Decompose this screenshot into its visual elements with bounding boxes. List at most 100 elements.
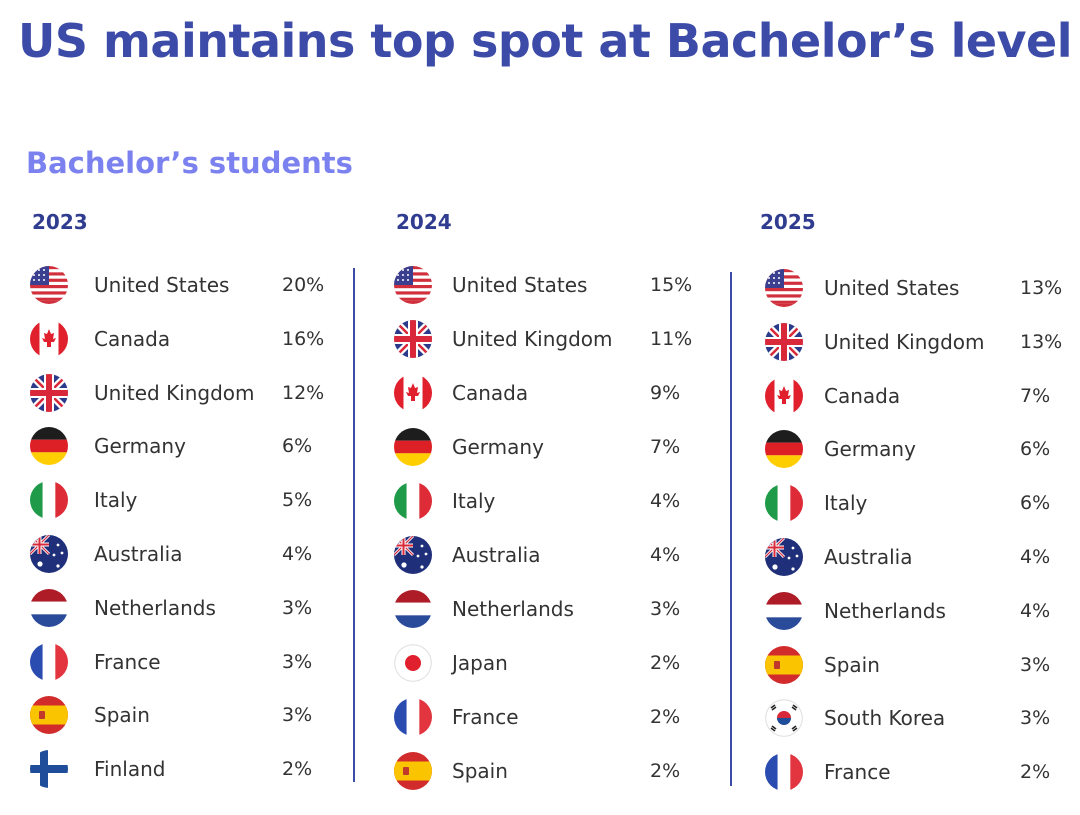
ranking-row: Spain 2% [394, 752, 710, 792]
country-label: Italy [824, 491, 868, 516]
germany-flag-icon [30, 427, 68, 466]
country-label: Netherlands [452, 597, 574, 621]
ranking-row: Australia 4% [394, 536, 710, 576]
country-label: United Kingdom [824, 329, 985, 354]
percent-value: 16% [282, 327, 325, 350]
page-title: US maintains top spot at Bachelor’s leve… [18, 14, 1073, 68]
spain-flag-icon [765, 645, 803, 684]
percent-value: 6% [282, 435, 313, 458]
percent-value: 3% [282, 704, 313, 727]
spain-flag-icon [394, 752, 432, 790]
canada-flag-icon [30, 319, 68, 358]
year-header-2024: 2024 [396, 210, 452, 234]
netherlands-flag-icon [394, 590, 432, 628]
column-divider [730, 272, 732, 786]
uk-flag-icon [30, 373, 68, 412]
percent-value: 7% [650, 436, 681, 458]
france-flag-icon [394, 698, 432, 736]
country-label: Australia [94, 542, 183, 566]
country-label: Italy [94, 488, 138, 513]
netherlands-flag-icon [765, 591, 803, 630]
ranking-row: Netherlands 3% [30, 588, 342, 629]
country-label: United States [94, 273, 230, 297]
percent-value: 12% [282, 381, 325, 404]
ranking-row: Italy 4% [394, 482, 710, 522]
ranking-row: United Kingdom 11% [394, 320, 710, 360]
ranking-row: Canada 9% [394, 374, 710, 414]
percent-value: 4% [1020, 599, 1051, 622]
ranking-row: Germany 6% [765, 430, 1080, 470]
france-flag-icon [30, 642, 68, 681]
percent-value: 20% [282, 274, 325, 296]
australia-flag-icon [765, 538, 803, 576]
ranking-row: United Kingdom 13% [765, 322, 1080, 363]
us-flag-icon [30, 266, 68, 304]
country-label: Canada [94, 326, 171, 351]
percent-value: 13% [1020, 330, 1063, 353]
country-label: Australia [824, 545, 913, 569]
ranking-row: Italy 6% [765, 484, 1080, 524]
ranking-row: Netherlands 4% [765, 591, 1080, 632]
finland-flag-icon [30, 750, 68, 789]
ranking-row: Spain 3% [765, 645, 1080, 686]
percent-value: 4% [1020, 546, 1051, 568]
percent-value: 13% [1020, 277, 1063, 299]
ranking-row: Finland 2% [30, 750, 342, 790]
canada-flag-icon [765, 376, 803, 415]
uk-flag-icon [765, 322, 803, 361]
ranking-row: Australia 4% [30, 535, 342, 575]
percent-value: 4% [282, 543, 313, 565]
ranking-row: Netherlands 3% [394, 590, 710, 630]
percent-value: 15% [650, 274, 693, 296]
percent-value: 2% [282, 758, 313, 781]
uk-flag-icon [394, 320, 432, 358]
percent-value: 4% [650, 544, 681, 566]
ranking-row: Japan 2% [394, 644, 710, 684]
ranking-row: Italy 5% [30, 481, 342, 521]
year-header-2025: 2025 [760, 210, 816, 234]
ranking-row: Canada 7% [765, 376, 1080, 417]
italy-flag-icon [765, 484, 803, 523]
percent-value: 7% [1020, 384, 1051, 407]
country-label: Germany [452, 435, 544, 459]
ranking-row: United States 20% [30, 266, 342, 306]
percent-value: 2% [650, 760, 681, 782]
percent-value: 3% [282, 650, 313, 673]
ranking-row: Australia 4% [765, 538, 1080, 578]
country-label: Germany [824, 437, 916, 462]
australia-flag-icon [30, 535, 68, 573]
percent-value: 6% [1020, 438, 1051, 461]
country-label: Spain [452, 759, 508, 783]
ranking-row: United States 15% [394, 266, 710, 306]
year-header-2023: 2023 [32, 210, 88, 234]
germany-flag-icon [765, 430, 803, 469]
percent-value: 9% [650, 382, 681, 404]
ranking-row: France 2% [765, 753, 1080, 793]
country-label: United States [452, 273, 588, 297]
country-label: Canada [452, 381, 529, 405]
percent-value: 2% [650, 706, 681, 728]
australia-flag-icon [394, 536, 432, 574]
france-flag-icon [765, 753, 803, 792]
ranking-row: Canada 16% [30, 319, 342, 360]
us-flag-icon [394, 266, 432, 304]
country-label: Canada [824, 383, 901, 408]
country-label: France [452, 705, 519, 729]
percent-value: 2% [650, 652, 681, 674]
spain-flag-icon [30, 696, 68, 735]
country-label: France [824, 760, 891, 785]
country-label: United Kingdom [452, 327, 613, 351]
percent-value: 5% [282, 489, 313, 512]
country-label: Spain [94, 703, 150, 728]
percent-value: 2% [1020, 761, 1051, 784]
percent-value: 11% [650, 328, 693, 350]
country-label: Netherlands [824, 598, 946, 623]
ranking-row: France 2% [394, 698, 710, 738]
section-title: Bachelor’s students [26, 146, 353, 180]
country-label: Germany [94, 434, 186, 459]
percent-value: 3% [282, 596, 313, 619]
country-label: South Korea [824, 706, 946, 731]
ranking-row: United Kingdom 12% [30, 373, 342, 414]
country-label: United Kingdom [94, 380, 255, 405]
country-label: Italy [452, 489, 496, 513]
